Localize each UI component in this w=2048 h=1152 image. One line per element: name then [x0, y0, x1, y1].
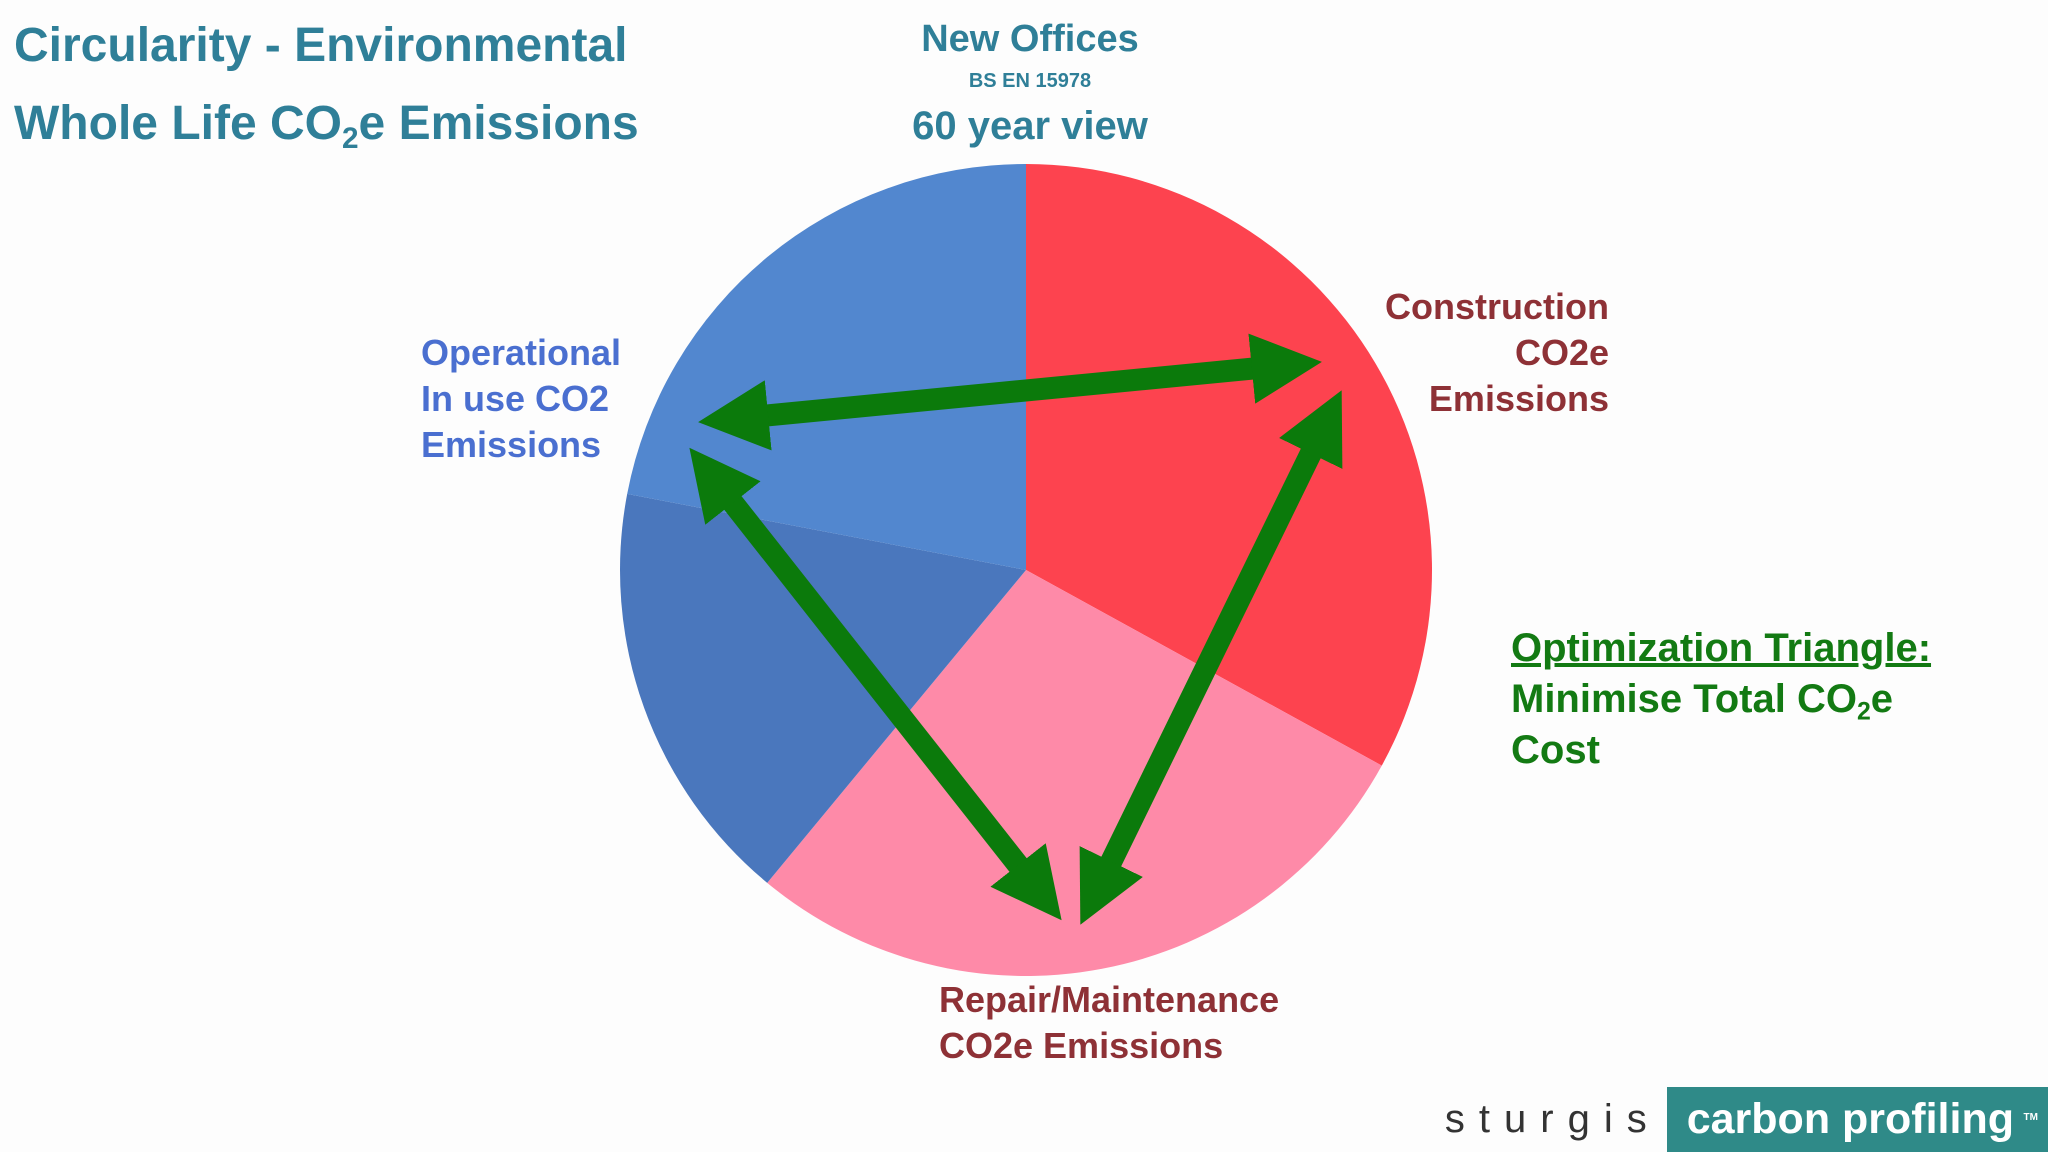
title-line-2-text: Whole Life CO — [14, 97, 342, 150]
header-standard: BS EN 15978 — [968, 70, 1092, 92]
optimization-line-2: Minimise Total CO2e — [1511, 674, 1931, 725]
operational-label-line-1: Operational — [421, 332, 622, 373]
title-line-2: Whole Life CO2e Emissions — [14, 96, 639, 153]
operational-label-line-2: In use CO2 — [421, 378, 610, 419]
operational-label: Operational In use CO2 Emissions — [421, 330, 621, 468]
arrow-repair-operational — [689, 447, 1062, 921]
optimization-triangle — [689, 333, 1343, 925]
optimization-line-3: Cost — [1511, 728, 1600, 772]
pie-slices — [620, 164, 1432, 976]
repair-label-line-1: Repair/Maintenance — [939, 979, 1280, 1020]
optimization-line-2-suffix: e — [1870, 677, 1894, 721]
optimization-note: Optimization Triangle: Minimise Total CO… — [1511, 623, 1931, 776]
repair-label-line-2: CO2e Emissions — [939, 1025, 1224, 1066]
construction-label: Construction CO2e Emissions — [1385, 284, 1609, 422]
title-subscript: 2 — [341, 121, 359, 155]
footer-trademark: TM — [2023, 1112, 2038, 1123]
operational-label-line-3: Emissions — [421, 424, 602, 465]
construction-label-line-1: Construction — [1385, 286, 1609, 327]
header-period: 60 year view — [912, 104, 1148, 148]
title-line-2-suffix: e Emissions — [358, 97, 639, 150]
title-line-1: Circularity - Environmental — [14, 19, 628, 72]
optimization-heading: Optimization Triangle: — [1511, 626, 1932, 670]
footer-brand: sturgis — [1444, 1097, 1661, 1141]
footer-product: carbon profiling TM — [1666, 1087, 2048, 1152]
header-building-type: New Offices — [921, 18, 1139, 60]
repair-label: Repair/Maintenance CO2e Emissions — [939, 977, 1279, 1069]
optimization-subscript: 2 — [1856, 698, 1871, 726]
footer-product-text: carbon profiling — [1686, 1095, 2014, 1143]
footer-logo: sturgis carbon profiling TM — [1445, 1087, 2048, 1152]
arrow-operational-construction — [698, 333, 1322, 451]
arrow-construction-repair — [1079, 390, 1343, 925]
construction-label-line-2: CO2e — [1514, 332, 1609, 373]
construction-label-line-3: Emissions — [1428, 378, 1609, 419]
optimization-line-2-text: Minimise Total CO — [1511, 677, 1857, 721]
